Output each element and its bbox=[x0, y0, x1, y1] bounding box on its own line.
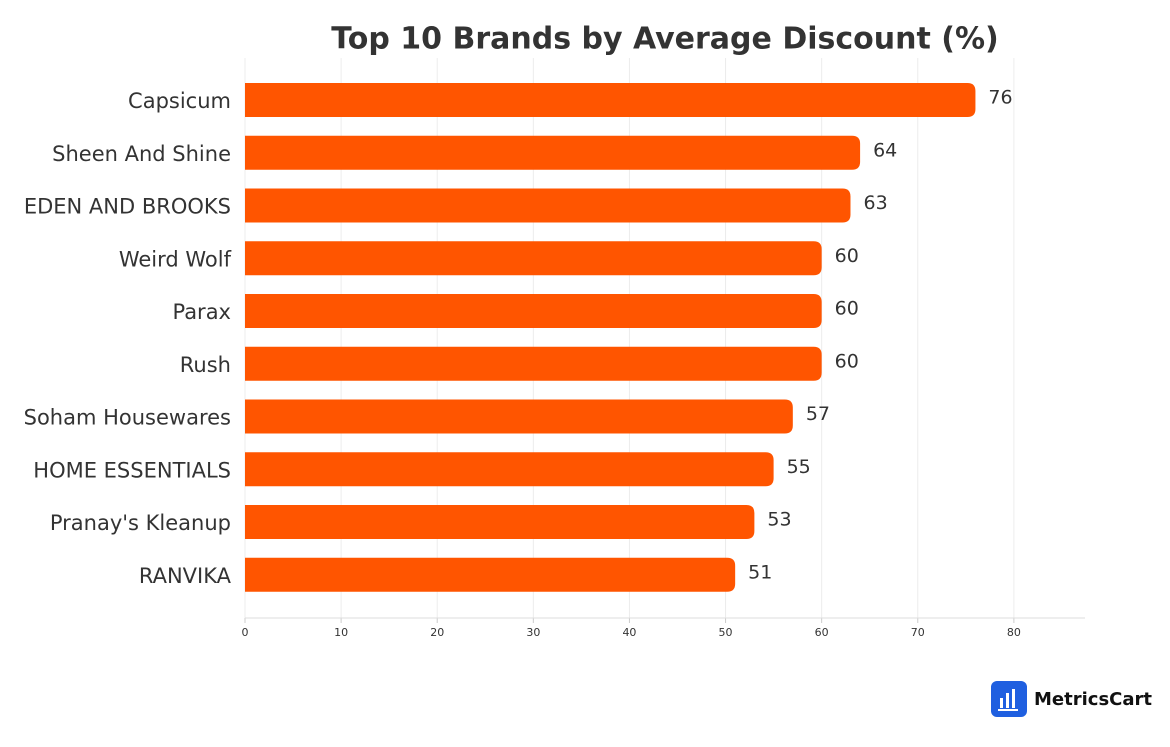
bar bbox=[245, 346, 822, 381]
y-tick-label: Rush bbox=[180, 353, 231, 377]
x-tick-label: 60 bbox=[815, 626, 829, 639]
logo-icon-bar bbox=[1006, 693, 1009, 708]
value-label: 53 bbox=[767, 509, 791, 531]
logo-icon-bar bbox=[1012, 689, 1015, 708]
x-tick-label: 80 bbox=[1007, 626, 1021, 639]
x-tick-label: 20 bbox=[430, 626, 444, 639]
value-label: 64 bbox=[873, 139, 897, 161]
x-tick-label: 0 bbox=[242, 626, 249, 639]
value-label: 55 bbox=[787, 456, 811, 478]
logo-icon-base bbox=[998, 709, 1018, 711]
x-tick-label: 50 bbox=[719, 626, 733, 639]
x-tick-label: 10 bbox=[334, 626, 348, 639]
bar bbox=[245, 83, 976, 117]
bar bbox=[245, 294, 822, 328]
logo: MetricsCart bbox=[991, 681, 1152, 717]
y-tick-label: Sheen And Shine bbox=[52, 142, 231, 166]
x-tick-label: 40 bbox=[622, 626, 636, 639]
logo-icon-bar bbox=[1000, 698, 1003, 708]
y-tick-label: Weird Wolf bbox=[119, 247, 232, 271]
y-tick-label: Parax bbox=[172, 300, 231, 324]
value-label: 63 bbox=[863, 192, 887, 214]
y-tick-label: RANVIKA bbox=[139, 564, 232, 588]
bar bbox=[245, 399, 793, 434]
value-label: 51 bbox=[748, 561, 772, 583]
bar bbox=[245, 505, 755, 539]
chart-title: Top 10 Brands by Average Discount (%) bbox=[331, 22, 999, 57]
x-tick-label: 30 bbox=[526, 626, 540, 639]
y-tick-label: HOME ESSENTIALS bbox=[33, 458, 231, 482]
value-label: 57 bbox=[806, 403, 830, 425]
x-tick-label: 70 bbox=[911, 626, 925, 639]
bar bbox=[245, 241, 822, 276]
logo-text: MetricsCart bbox=[1034, 689, 1152, 710]
y-tick-label: EDEN AND BROOKS bbox=[24, 195, 231, 219]
y-tick-label: Capsicum bbox=[128, 89, 231, 113]
bar bbox=[245, 557, 736, 592]
value-label: 60 bbox=[835, 298, 859, 320]
bar bbox=[245, 188, 851, 223]
bar bbox=[245, 135, 861, 170]
value-label: 60 bbox=[835, 350, 859, 372]
bar bbox=[245, 452, 774, 487]
y-tick-label: Pranay's Kleanup bbox=[50, 511, 231, 535]
y-tick-label: Soham Housewares bbox=[24, 406, 231, 430]
value-label: 76 bbox=[988, 87, 1012, 109]
value-label: 60 bbox=[835, 245, 859, 267]
